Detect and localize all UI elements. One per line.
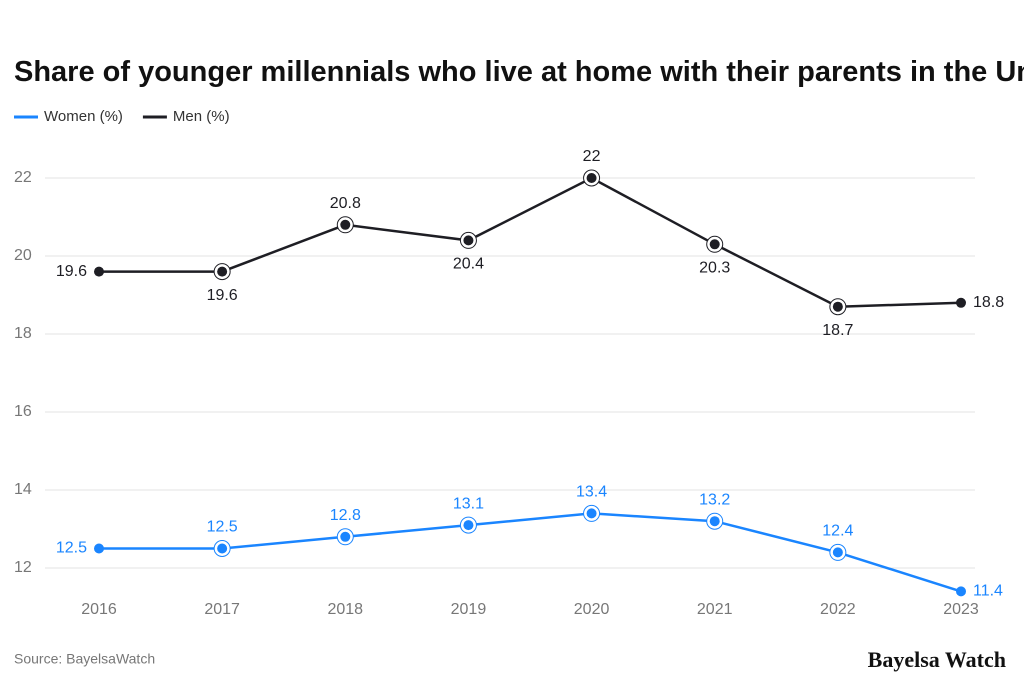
data-label: 12.8 xyxy=(330,507,361,524)
data-label: 20.8 xyxy=(330,195,361,212)
x-tick-label: 2021 xyxy=(697,601,733,618)
marker xyxy=(463,520,474,531)
marker xyxy=(586,508,597,519)
data-label: 12.4 xyxy=(822,523,853,540)
marker xyxy=(94,266,104,277)
legend-label: Women (%) xyxy=(44,108,123,125)
marker xyxy=(709,516,720,527)
data-label: 12.5 xyxy=(56,540,87,557)
y-tick-label: 22 xyxy=(14,169,32,186)
data-label: 12.5 xyxy=(207,519,238,536)
y-tick-label: 16 xyxy=(14,403,32,420)
data-label: 20.3 xyxy=(699,260,730,277)
data-label: 19.6 xyxy=(56,263,87,280)
data-label: 18.7 xyxy=(822,322,853,339)
x-tick-label: 2018 xyxy=(327,601,363,618)
data-label: 11.4 xyxy=(973,583,1003,600)
marker xyxy=(586,173,597,183)
marker xyxy=(340,219,351,230)
chart-title: Share of younger millennials who live at… xyxy=(14,56,1024,88)
marker xyxy=(217,266,228,277)
data-label: 22 xyxy=(583,148,601,165)
marker xyxy=(832,301,843,312)
brand: Bayelsa Watch xyxy=(868,647,1006,672)
data-label: 19.6 xyxy=(207,287,238,304)
marker xyxy=(340,531,351,542)
marker xyxy=(709,239,720,250)
data-label: 13.1 xyxy=(453,495,484,512)
source: Source: BayelsaWatch xyxy=(14,651,155,667)
legend-label: Men (%) xyxy=(173,108,230,125)
marker xyxy=(94,543,104,554)
x-tick-label: 2023 xyxy=(943,601,979,618)
x-tick-label: 2020 xyxy=(574,601,610,618)
data-label: 18.8 xyxy=(973,294,1004,311)
y-tick-label: 18 xyxy=(14,325,32,342)
marker xyxy=(956,297,966,308)
x-tick-label: 2016 xyxy=(81,601,117,618)
data-label: 13.4 xyxy=(576,484,607,501)
marker xyxy=(832,547,843,558)
y-tick-label: 14 xyxy=(14,481,32,498)
y-tick-label: 12 xyxy=(14,559,32,576)
data-label: 20.4 xyxy=(453,256,484,273)
data-label: 13.2 xyxy=(699,491,730,508)
y-tick-label: 20 xyxy=(14,247,32,264)
x-tick-label: 2019 xyxy=(451,601,487,618)
marker xyxy=(956,586,966,597)
marker xyxy=(217,543,228,554)
line-series xyxy=(99,176,962,308)
line-series xyxy=(99,512,962,593)
x-tick-label: 2017 xyxy=(204,601,240,618)
marker xyxy=(463,235,474,246)
x-tick-label: 2022 xyxy=(820,601,856,618)
